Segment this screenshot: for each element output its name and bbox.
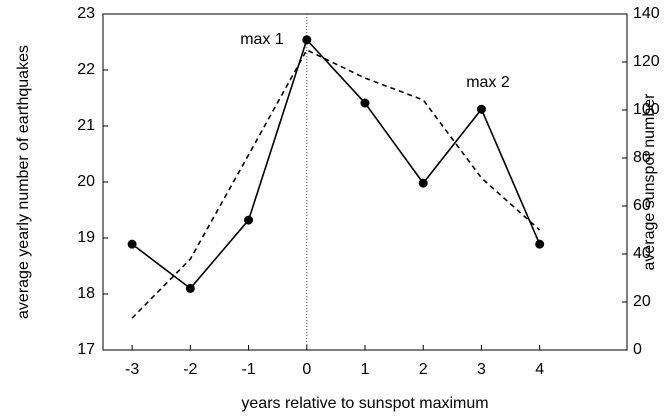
point	[127, 239, 137, 249]
y-tick-label: 18	[77, 285, 95, 302]
x-tick-label: -2	[183, 361, 197, 378]
y2-axis-label: average sunspot number	[641, 93, 658, 271]
y2-tick-label: 140	[633, 5, 660, 22]
x-tick-label: 3	[477, 361, 486, 378]
point	[360, 98, 370, 108]
x-axis-label: years relative to sunspot maximum	[241, 395, 488, 412]
y2-tick-label: 80	[633, 149, 651, 166]
x-tick-label: -3	[125, 361, 139, 378]
annotation: max 1	[240, 31, 284, 48]
y-tick-label: 19	[77, 229, 95, 246]
y2-tick-label: 0	[633, 341, 642, 358]
point	[244, 215, 254, 225]
series-line	[131, 48, 541, 319]
y-tick-label: 23	[77, 5, 95, 22]
y2-tick-label: 40	[633, 245, 651, 262]
point	[535, 239, 545, 249]
annotation: max 2	[466, 74, 510, 91]
series-line	[131, 38, 541, 290]
point	[185, 283, 195, 293]
point	[476, 104, 486, 114]
y2-tick-label: 60	[633, 197, 651, 214]
y-tick-label: 20	[77, 173, 95, 190]
y-axis-label: average yearly number of earthquakes	[15, 45, 32, 319]
x-tick-label: 1	[361, 361, 370, 378]
x-tick-label: 2	[419, 361, 428, 378]
plot-frame	[102, 13, 628, 351]
y2-tick-label: 20	[633, 293, 651, 310]
point	[418, 178, 428, 188]
y2-tick-label: 120	[633, 53, 660, 70]
y2-tick-label: 100	[633, 101, 660, 118]
y-tick-label: 21	[77, 117, 95, 134]
point	[302, 35, 312, 45]
x-tick-label: -1	[241, 361, 255, 378]
x-tick-label: 4	[535, 361, 544, 378]
x-tick-label: 0	[302, 361, 311, 378]
y-tick-label: 22	[77, 61, 95, 78]
y-tick-label: 17	[77, 341, 95, 358]
